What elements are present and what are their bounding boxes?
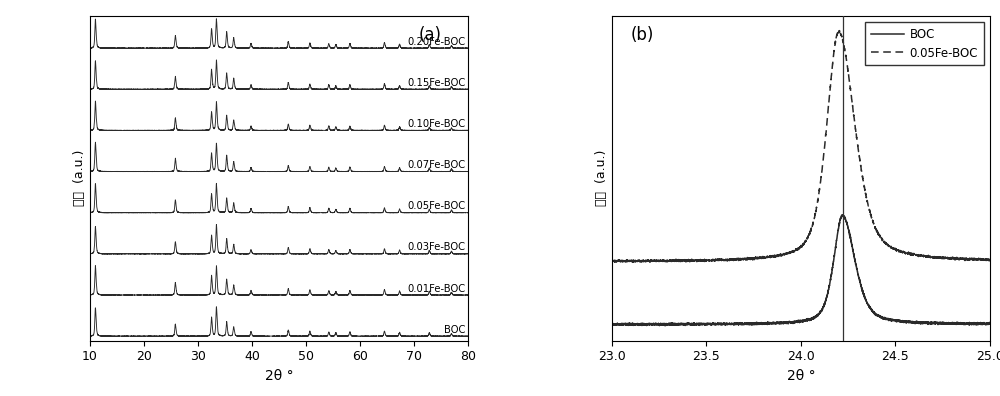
- BOC: [768, 322, 780, 326]
- 0.05Fe-BOC: [984, 258, 996, 263]
- 0.05Fe-BOC: [881, 242, 893, 247]
- BOC: [836, 213, 848, 217]
- 0.05Fe-BOC: [768, 255, 780, 259]
- Text: 0.05Fe-BOC: 0.05Fe-BOC: [407, 201, 465, 211]
- 0.05Fe-BOC: [765, 254, 777, 259]
- 0.05Fe-BOC: [786, 249, 798, 254]
- Text: 0.01Fe-BOC: 0.01Fe-BOC: [407, 284, 465, 293]
- X-axis label: 2θ °: 2θ °: [265, 369, 293, 383]
- Text: 0.20Fe-BOC: 0.20Fe-BOC: [407, 37, 465, 47]
- BOC: [973, 321, 985, 326]
- BOC: [984, 322, 996, 326]
- Line: 0.05Fe-BOC: 0.05Fe-BOC: [612, 30, 990, 263]
- BOC: [659, 324, 671, 328]
- X-axis label: 2θ °: 2θ °: [787, 369, 815, 383]
- BOC: [765, 321, 777, 326]
- BOC: [881, 317, 893, 322]
- 0.05Fe-BOC: [954, 256, 966, 261]
- BOC: [786, 320, 798, 325]
- Text: (b): (b): [631, 26, 654, 44]
- Text: 0.10Fe-BOC: 0.10Fe-BOC: [407, 119, 465, 129]
- 0.05Fe-BOC: [606, 259, 618, 264]
- Text: 0.15Fe-BOC: 0.15Fe-BOC: [407, 78, 465, 88]
- 0.05Fe-BOC: [833, 28, 845, 33]
- BOC: [606, 322, 618, 327]
- Legend: BOC, 0.05Fe-BOC: BOC, 0.05Fe-BOC: [865, 22, 984, 65]
- Text: 0.07Fe-BOC: 0.07Fe-BOC: [407, 160, 465, 170]
- Text: (a): (a): [419, 26, 442, 44]
- BOC: [954, 321, 966, 326]
- Text: 0.03Fe-BOC: 0.03Fe-BOC: [407, 242, 465, 252]
- Text: BOC: BOC: [444, 325, 465, 335]
- 0.05Fe-BOC: [622, 260, 634, 265]
- Y-axis label: 强度  (a.u.): 强度 (a.u.): [595, 150, 608, 206]
- 0.05Fe-BOC: [973, 257, 985, 262]
- Y-axis label: 强度  (a.u.): 强度 (a.u.): [73, 150, 86, 206]
- Line: BOC: BOC: [612, 215, 990, 326]
